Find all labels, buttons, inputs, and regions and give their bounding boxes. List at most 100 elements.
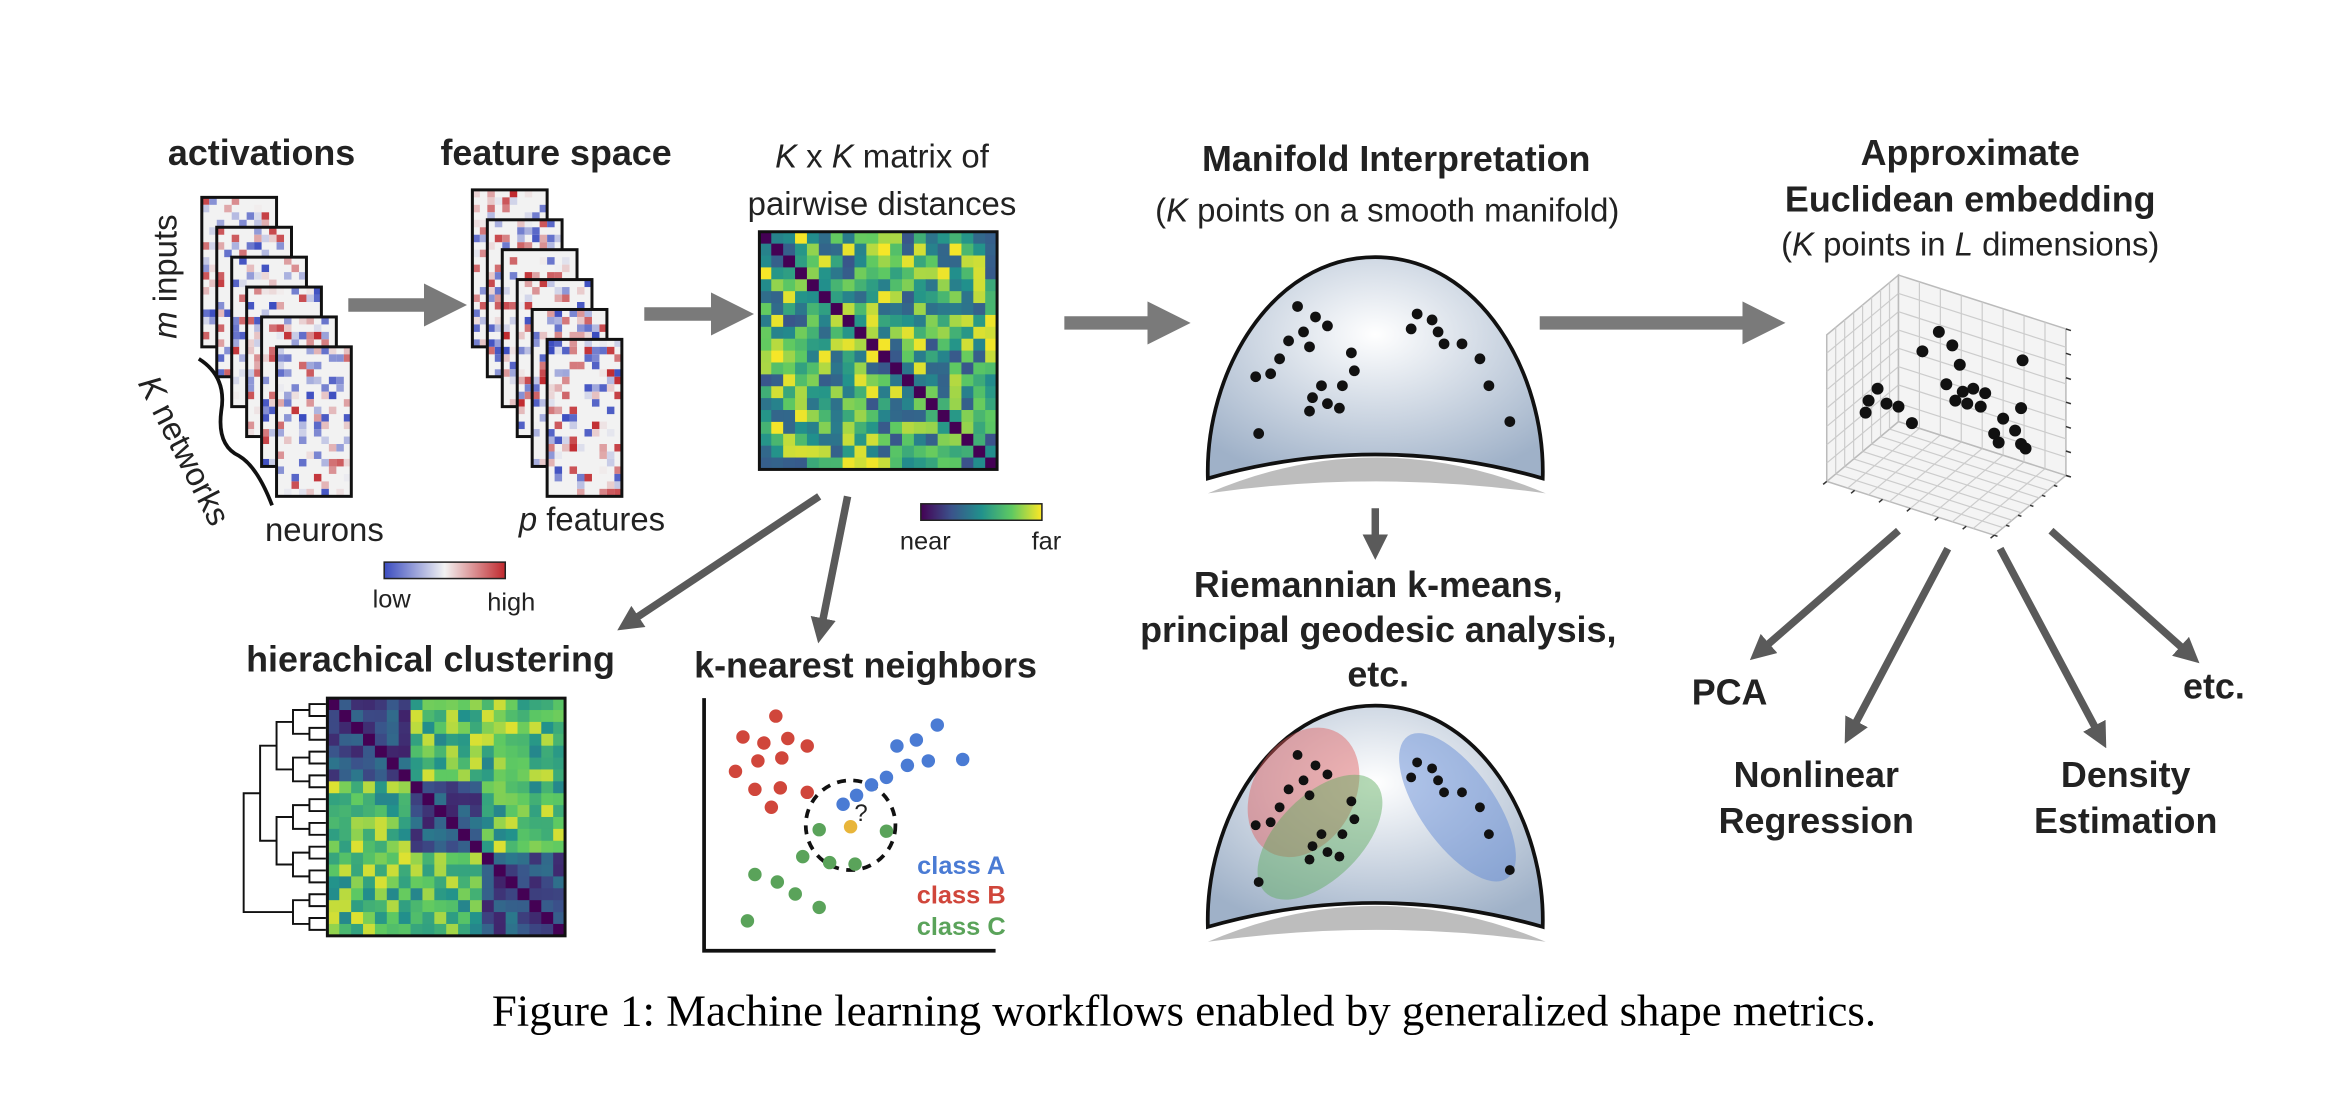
cell (830, 314, 844, 328)
cell (261, 234, 270, 243)
cell (446, 912, 459, 925)
cell (343, 346, 352, 355)
cell (553, 805, 566, 818)
cell (517, 805, 531, 818)
cell (759, 338, 772, 352)
cell (830, 291, 844, 304)
cell (502, 302, 510, 310)
cell (386, 876, 400, 889)
cell (985, 410, 998, 423)
cell (246, 316, 255, 325)
cell (830, 338, 844, 352)
cell (261, 264, 270, 273)
cell (985, 243, 998, 257)
cell (494, 369, 503, 377)
manifold-title: Manifold Interpretation (1202, 139, 1590, 179)
cell (351, 757, 364, 771)
cell (517, 923, 531, 937)
cell (493, 888, 507, 901)
cell (830, 350, 844, 364)
cell (783, 362, 796, 375)
cube-grid (1826, 329, 1899, 391)
cell (925, 314, 939, 328)
cell (854, 398, 867, 411)
cell (398, 793, 412, 806)
cell (481, 840, 495, 854)
cell (842, 255, 856, 268)
cell (973, 445, 986, 459)
cell (481, 805, 495, 818)
cell (458, 793, 471, 806)
cell (878, 398, 891, 411)
cell (493, 852, 507, 866)
cell (505, 733, 519, 747)
cell (246, 421, 255, 430)
cell (298, 316, 307, 325)
cell (328, 346, 337, 355)
cell (434, 710, 447, 723)
cell (795, 386, 808, 399)
cell (890, 362, 903, 375)
cell (374, 816, 388, 830)
cell (902, 326, 915, 340)
cell (246, 369, 255, 377)
cell (327, 733, 340, 747)
manifold (1205, 255, 1546, 494)
cell (818, 433, 832, 447)
dendrogram-link (308, 845, 326, 860)
cube-grid (1951, 461, 2025, 523)
cell (422, 888, 435, 901)
point (1967, 382, 1980, 395)
cell (422, 876, 435, 889)
point (1322, 769, 1333, 780)
cell (795, 243, 808, 257)
cell (374, 828, 388, 842)
arrow (2048, 527, 2200, 664)
cell (878, 243, 891, 257)
var: m (146, 311, 183, 338)
cell (351, 864, 364, 878)
cell (584, 384, 592, 392)
cell (529, 757, 542, 771)
cell (854, 386, 867, 399)
cell (902, 457, 915, 471)
cell (469, 852, 483, 866)
cell (539, 279, 548, 288)
cell (351, 828, 364, 842)
cell (517, 302, 525, 310)
cell (937, 279, 951, 292)
cell (866, 421, 879, 435)
cell (422, 900, 435, 913)
cell (547, 272, 555, 280)
cell (913, 374, 927, 387)
cell (469, 793, 483, 806)
cell (313, 473, 322, 482)
point (1892, 400, 1905, 413)
cell (866, 231, 879, 245)
cell (269, 399, 277, 407)
cell (854, 374, 867, 387)
cell (276, 429, 285, 437)
cell (890, 326, 903, 340)
cell (532, 399, 540, 407)
cell (343, 458, 352, 467)
cell (336, 384, 344, 392)
cell (541, 888, 554, 901)
cell (291, 406, 299, 415)
point (1411, 308, 1423, 320)
cell (973, 279, 986, 292)
point (1292, 301, 1303, 312)
cell (410, 852, 424, 866)
cell (539, 242, 548, 250)
cell (231, 376, 240, 385)
cell (599, 384, 607, 392)
cell (398, 923, 412, 937)
cell (599, 346, 607, 355)
cell (937, 386, 951, 399)
cell (339, 733, 352, 747)
cell (458, 888, 471, 901)
cell (890, 398, 903, 411)
cell (541, 828, 554, 842)
cell (284, 272, 292, 280)
cell (795, 231, 808, 245)
